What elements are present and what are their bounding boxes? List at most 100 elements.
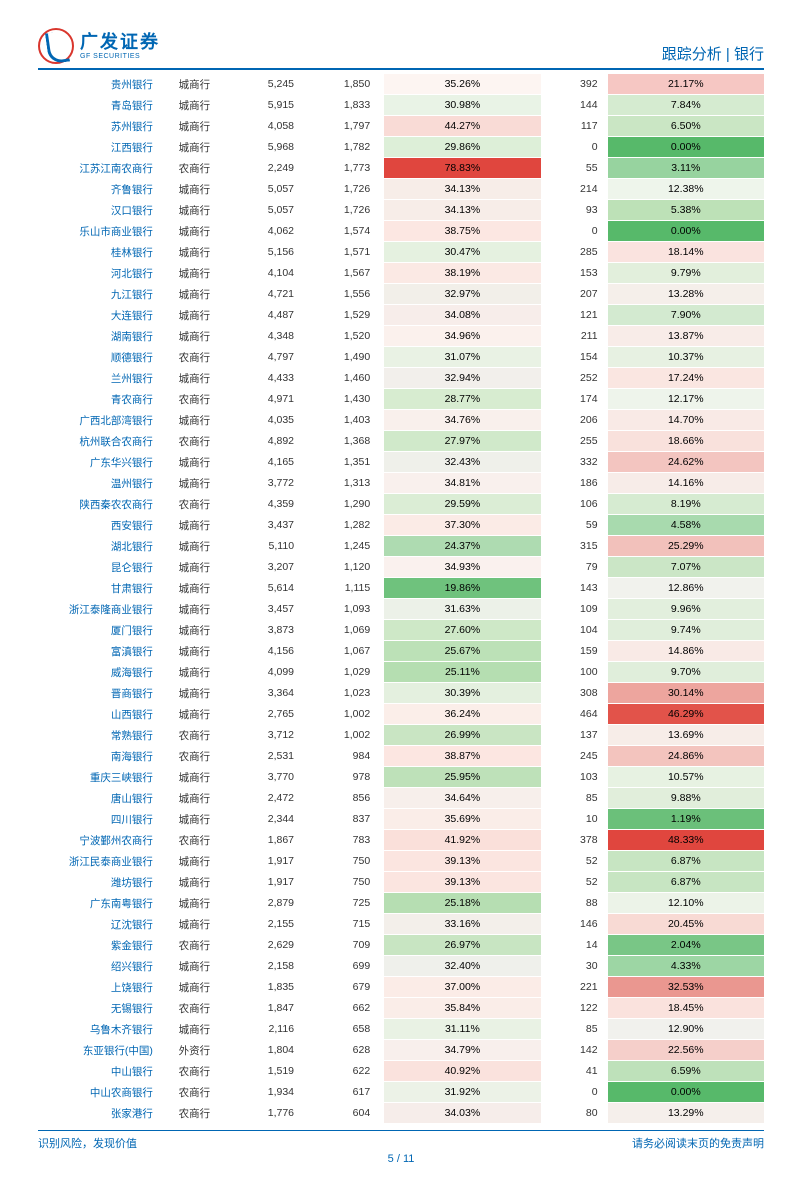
value-3: 52: [541, 851, 608, 872]
table-row: 昆仑银行城商行3,2071,12034.93%797.07%: [38, 557, 764, 578]
table-row: 厦门银行城商行3,8731,06927.60%1049.74%: [38, 620, 764, 641]
table-row: 江西银行城商行5,9681,78229.86%00.00%: [38, 137, 764, 158]
table-row: 宁波鄞州农商行农商行1,86778341.92%37848.33%: [38, 830, 764, 851]
value-2: 1,726: [306, 179, 384, 200]
value-2: 725: [306, 893, 384, 914]
percent-2: 18.66%: [608, 431, 764, 452]
bank-type: 城商行: [161, 578, 228, 599]
table-row: 广西北部湾银行城商行4,0351,40334.76%20614.70%: [38, 410, 764, 431]
table-row: 齐鲁银行城商行5,0571,72634.13%21412.38%: [38, 179, 764, 200]
table-row: 唐山银行城商行2,47285634.64%859.88%: [38, 788, 764, 809]
value-1: 3,457: [228, 599, 306, 620]
value-3: 332: [541, 452, 608, 473]
value-1: 1,867: [228, 830, 306, 851]
value-1: 5,245: [228, 74, 306, 95]
table-row: 甘肃银行城商行5,6141,11519.86%14312.86%: [38, 578, 764, 599]
percent-2: 9.70%: [608, 662, 764, 683]
value-1: 5,057: [228, 200, 306, 221]
value-3: 0: [541, 1082, 608, 1103]
logo-cn-text: 广发证券: [80, 33, 160, 51]
table-row: 陕西秦农农商行农商行4,3591,29029.59%1068.19%: [38, 494, 764, 515]
value-1: 2,249: [228, 158, 306, 179]
value-2: 628: [306, 1040, 384, 1061]
bank-type: 城商行: [161, 200, 228, 221]
value-1: 4,104: [228, 263, 306, 284]
value-1: 1,934: [228, 1082, 306, 1103]
value-1: 3,364: [228, 683, 306, 704]
percent-1: 35.69%: [384, 809, 540, 830]
value-3: 79: [541, 557, 608, 578]
bank-name: 杭州联合农商行: [38, 431, 161, 452]
value-2: 1,067: [306, 641, 384, 662]
percent-1: 37.30%: [384, 515, 540, 536]
percent-1: 30.39%: [384, 683, 540, 704]
bank-type: 城商行: [161, 977, 228, 998]
table-row: 杭州联合农商行农商行4,8921,36827.97%25518.66%: [38, 431, 764, 452]
percent-2: 6.50%: [608, 116, 764, 137]
percent-1: 36.24%: [384, 704, 540, 725]
percent-1: 31.07%: [384, 347, 540, 368]
value-2: 783: [306, 830, 384, 851]
bank-name: 厦门银行: [38, 620, 161, 641]
bank-name: 温州银行: [38, 473, 161, 494]
table-row: 九江银行城商行4,7211,55632.97%20713.28%: [38, 284, 764, 305]
percent-1: 29.59%: [384, 494, 540, 515]
percent-2: 6.87%: [608, 851, 764, 872]
percent-2: 12.38%: [608, 179, 764, 200]
bank-type: 城商行: [161, 914, 228, 935]
value-1: 5,614: [228, 578, 306, 599]
value-2: 1,002: [306, 704, 384, 725]
bank-name: 大连银行: [38, 305, 161, 326]
value-1: 1,804: [228, 1040, 306, 1061]
bank-type: 农商行: [161, 347, 228, 368]
percent-2: 14.16%: [608, 473, 764, 494]
value-3: 10: [541, 809, 608, 830]
value-3: 174: [541, 389, 608, 410]
value-3: 144: [541, 95, 608, 116]
value-2: 1,245: [306, 536, 384, 557]
bank-type: 城商行: [161, 242, 228, 263]
percent-2: 7.07%: [608, 557, 764, 578]
value-3: 142: [541, 1040, 608, 1061]
value-1: 5,110: [228, 536, 306, 557]
bank-type: 城商行: [161, 767, 228, 788]
bank-name: 青岛银行: [38, 95, 161, 116]
value-2: 1,093: [306, 599, 384, 620]
bank-type: 城商行: [161, 893, 228, 914]
bank-type: 城商行: [161, 956, 228, 977]
value-2: 617: [306, 1082, 384, 1103]
value-3: 308: [541, 683, 608, 704]
value-1: 2,531: [228, 746, 306, 767]
value-2: 1,490: [306, 347, 384, 368]
value-2: 1,029: [306, 662, 384, 683]
table-row: 上饶银行城商行1,83567937.00%22132.53%: [38, 977, 764, 998]
percent-1: 31.11%: [384, 1019, 540, 1040]
percent-2: 9.79%: [608, 263, 764, 284]
value-2: 604: [306, 1103, 384, 1124]
percent-2: 0.00%: [608, 137, 764, 158]
value-2: 662: [306, 998, 384, 1019]
percent-2: 12.90%: [608, 1019, 764, 1040]
percent-2: 25.29%: [608, 536, 764, 557]
percent-2: 12.86%: [608, 578, 764, 599]
value-3: 392: [541, 74, 608, 95]
value-3: 80: [541, 1103, 608, 1124]
percent-2: 13.29%: [608, 1103, 764, 1124]
footer-right: 请务必阅读末页的免责声明: [632, 1135, 764, 1151]
bank-type: 农商行: [161, 431, 228, 452]
bank-type: 城商行: [161, 620, 228, 641]
value-3: 106: [541, 494, 608, 515]
value-1: 3,437: [228, 515, 306, 536]
table-row: 常熟银行农商行3,7121,00226.99%13713.69%: [38, 725, 764, 746]
value-3: 378: [541, 830, 608, 851]
percent-1: 39.13%: [384, 851, 540, 872]
percent-1: 35.26%: [384, 74, 540, 95]
value-2: 837: [306, 809, 384, 830]
bank-name: 乌鲁木齐银行: [38, 1019, 161, 1040]
percent-2: 9.96%: [608, 599, 764, 620]
percent-1: 26.99%: [384, 725, 540, 746]
value-2: 1,782: [306, 137, 384, 158]
bank-type: 农商行: [161, 158, 228, 179]
percent-2: 13.87%: [608, 326, 764, 347]
percent-1: 32.94%: [384, 368, 540, 389]
